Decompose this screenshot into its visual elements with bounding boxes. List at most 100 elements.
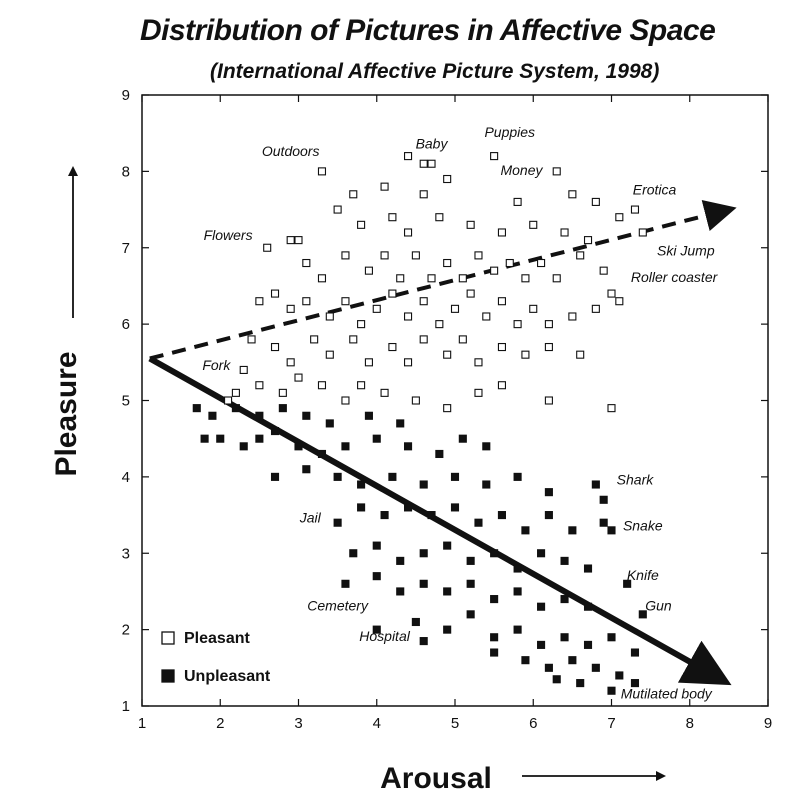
unpleasant-point [638, 610, 647, 619]
y-tick-label: 1 [122, 698, 130, 715]
annotation-label: Puppies [484, 124, 535, 140]
unpleasant-point [560, 633, 569, 642]
pleasant-point [255, 297, 264, 306]
pleasant-point [615, 297, 624, 306]
unpleasant-point [607, 633, 616, 642]
unpleasant-point [537, 640, 546, 649]
pleasant-point [466, 220, 475, 229]
pleasant-point [317, 381, 327, 390]
unpleasant-point [521, 656, 530, 665]
pleasant-point [286, 304, 295, 313]
pleasant-point [607, 404, 616, 413]
pleasant-point [443, 174, 452, 184]
pleasant-point [529, 220, 538, 229]
unpleasant-point [513, 587, 522, 596]
pleasant-point [380, 388, 389, 397]
pleasant-point [372, 304, 381, 313]
pleasant-point [270, 342, 280, 352]
unpleasant-point [537, 602, 546, 611]
unpleasant-point [419, 549, 428, 558]
pleasant-point [357, 320, 366, 329]
legend: Pleasant Unpleasant [161, 630, 271, 685]
pleasant-point [591, 304, 600, 313]
annotation-label: Shark [617, 472, 655, 488]
y-tick-label: 6 [122, 316, 130, 333]
data-points [192, 152, 647, 695]
pleasant-point [317, 274, 327, 283]
unpleasant-point [403, 503, 413, 512]
unpleasant-point [255, 434, 264, 443]
unpleasant-point [208, 411, 217, 420]
unpleasant-point [372, 572, 381, 581]
pleasant-point [497, 342, 507, 352]
x-tick-label: 3 [294, 715, 302, 732]
pleasant-point [474, 358, 483, 367]
unpleasant-point [490, 648, 499, 657]
pleasant-point [560, 228, 569, 237]
annotation-label: Gun [645, 598, 672, 614]
unpleasant-point [427, 511, 436, 520]
pleasant-point [544, 396, 553, 405]
unpleasant-point [615, 671, 624, 680]
pleasant-point [458, 274, 467, 283]
pleasant-point [458, 335, 467, 344]
x-tick-label: 1 [138, 715, 146, 732]
x-tick-label: 4 [373, 715, 381, 732]
pleasant-point [591, 197, 600, 206]
y-tick-label: 4 [122, 469, 130, 486]
annotation-label: Knife [627, 567, 659, 583]
pleasant-point [552, 274, 561, 283]
pleasant-point [576, 251, 585, 260]
pleasant-point [357, 220, 366, 229]
unpleasant-point [607, 526, 616, 535]
pleasant-point [325, 350, 334, 359]
pleasant-point [427, 274, 436, 283]
pleasant-point [255, 381, 264, 390]
pleasant-point [630, 205, 640, 214]
pleasant-point [388, 289, 397, 298]
pleasant-point [466, 289, 475, 298]
pleasant-point [490, 152, 499, 161]
pleasant-point [443, 258, 452, 268]
unpleasant-point [419, 637, 428, 646]
pleasant-point [239, 365, 248, 375]
pleasant-point [583, 236, 593, 245]
annotation-label: Roller coaster [631, 269, 719, 285]
pleasant-point [497, 228, 507, 237]
y-tick-label: 9 [122, 87, 130, 104]
pleasant-point [490, 266, 499, 275]
pleasant-point [247, 335, 256, 344]
pleasant-point [419, 335, 428, 344]
unpleasant-point [583, 640, 593, 649]
unpleasant-point [521, 526, 530, 535]
pleasant-point [357, 381, 366, 390]
pleasant-point [544, 342, 553, 352]
y-tick-label: 5 [122, 393, 130, 410]
pleasant-point [450, 304, 460, 313]
unpleasant-point [325, 419, 334, 428]
pleasant-point [615, 213, 624, 222]
unpleasant-point [380, 511, 389, 520]
pleasant-point [521, 350, 530, 359]
pleasant-point [341, 251, 350, 260]
pleasant-point [294, 373, 303, 382]
annotation-label: Cemetery [307, 598, 369, 614]
unpleasant-point [255, 411, 264, 420]
unpleasant-point [435, 449, 444, 459]
unpleasant-point [466, 579, 475, 588]
unpleasant-point [607, 686, 616, 695]
pleasant-point [396, 274, 405, 283]
unpleasant-point [411, 617, 420, 627]
x-tick-label: 7 [607, 715, 615, 732]
annotation-label: Snake [623, 517, 663, 533]
unpleasant-point [216, 434, 225, 443]
annotation-label: Mutilated body [621, 685, 713, 701]
pleasant-point [599, 266, 608, 275]
y-tick-label: 2 [122, 622, 130, 639]
unpleasant-point [623, 579, 632, 588]
unpleasant-point [490, 549, 499, 558]
pleasant-point [364, 358, 373, 367]
pleasant-point [638, 228, 647, 237]
legend-label: Unpleasant [184, 668, 271, 685]
